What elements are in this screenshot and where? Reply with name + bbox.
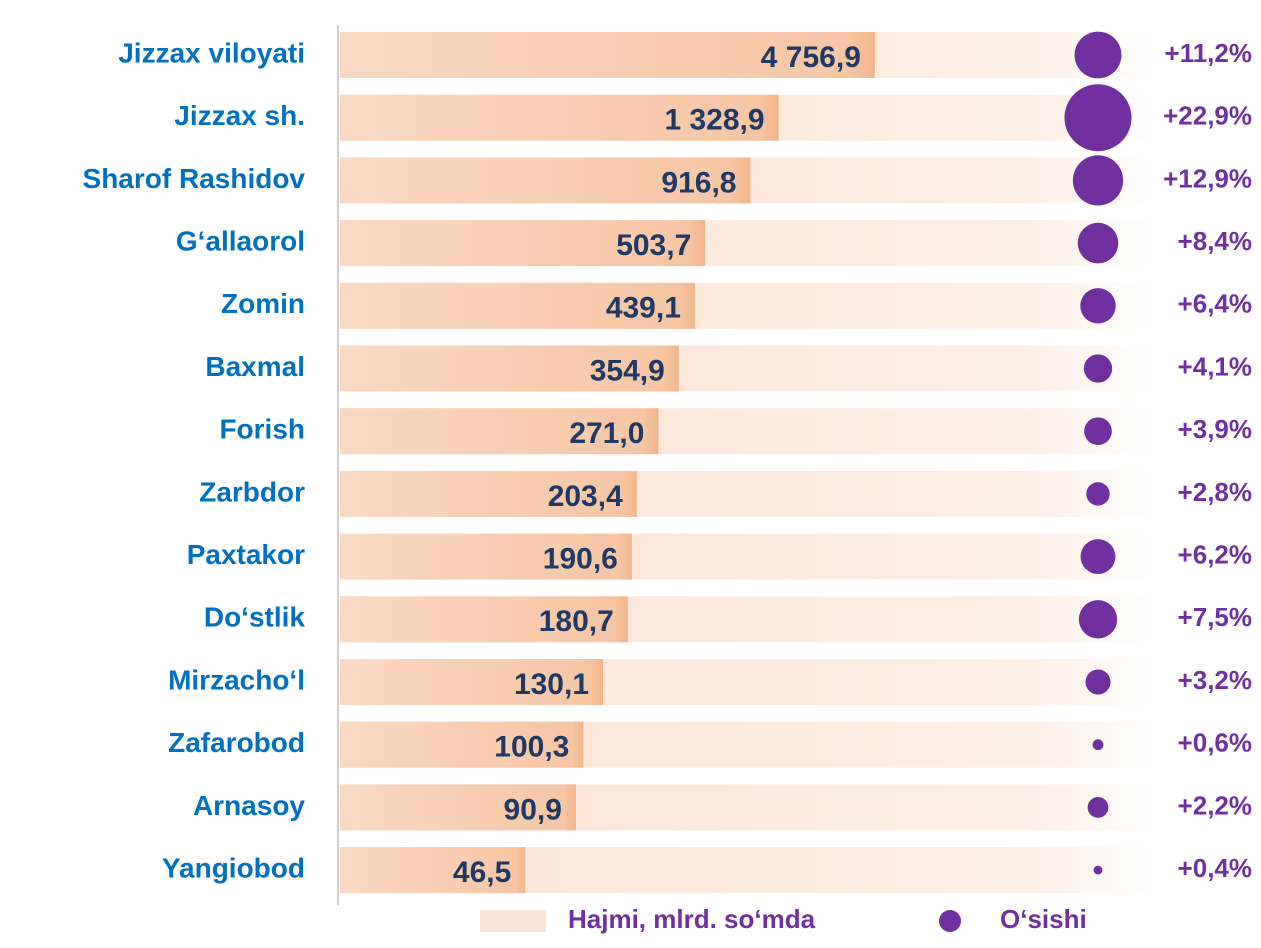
category-label: G‘allaorol — [176, 225, 305, 256]
bar-value-label: 354,9 — [590, 354, 665, 387]
bar-value-label: 1 328,9 — [664, 104, 764, 137]
bubble — [1084, 417, 1112, 446]
category-label: Zafarobod — [168, 727, 305, 758]
category-label: Paxtakor — [187, 539, 305, 570]
bar — [340, 282, 695, 329]
category-label: Sharof Rashidov — [83, 163, 306, 194]
growth-label: +0,4% — [1178, 853, 1252, 883]
bar — [340, 345, 679, 392]
growth-label: +22,9% — [1163, 101, 1252, 131]
bubble — [1086, 482, 1110, 506]
growth-label: +7,5% — [1178, 602, 1252, 632]
bar-value-label: 90,9 — [504, 793, 562, 826]
bar-value-label: 916,8 — [661, 166, 736, 199]
bubble — [1085, 669, 1111, 695]
growth-label: +3,9% — [1178, 414, 1252, 444]
bar — [340, 470, 637, 517]
bar-value-label: 190,6 — [543, 543, 618, 576]
legend-swatch — [480, 910, 546, 932]
bubble — [1080, 539, 1116, 575]
bar-value-label: 271,0 — [569, 417, 644, 450]
bar-value-label: 4 756,9 — [761, 41, 861, 74]
legend-label: O‘sishi — [1000, 904, 1087, 934]
bar-value-label: 130,1 — [514, 668, 589, 701]
bar — [340, 32, 875, 78]
growth-label: +8,4% — [1178, 226, 1252, 256]
bubble — [1092, 739, 1104, 751]
growth-label: +2,2% — [1178, 790, 1252, 820]
bubble — [1080, 288, 1116, 324]
category-label: Arnasoy — [193, 790, 305, 821]
category-label: Mirzacho‘l — [168, 664, 305, 695]
bar-value-label: 100,3 — [494, 731, 569, 764]
bar — [340, 659, 604, 705]
growth-label: +12,9% — [1163, 163, 1252, 193]
bar — [340, 721, 584, 768]
bubble — [1087, 797, 1109, 818]
legend-swatch — [939, 910, 961, 932]
bar — [340, 784, 576, 831]
category-label: Jizzax viloyati — [118, 37, 305, 68]
category-label: Zarbdor — [199, 476, 305, 507]
growth-label: +3,2% — [1178, 665, 1252, 695]
bar — [340, 847, 526, 894]
bar — [340, 94, 779, 141]
bubble — [1074, 31, 1122, 79]
bar-value-label: 439,1 — [606, 292, 681, 325]
growth-label: +6,4% — [1178, 289, 1252, 319]
bar — [340, 220, 706, 267]
bar — [340, 533, 632, 580]
bar — [340, 408, 659, 455]
category-label: Baxmal — [205, 351, 305, 382]
bubble — [1083, 354, 1113, 383]
category-label: Jizzax sh. — [174, 100, 305, 131]
bubble — [1064, 84, 1132, 152]
growth-label: +4,1% — [1178, 351, 1252, 381]
category-label: Zomin — [221, 288, 305, 319]
bar-value-label: 46,5 — [453, 856, 511, 889]
bubble — [1078, 600, 1118, 639]
growth-label: +2,8% — [1178, 477, 1252, 507]
bar-value-label: 180,7 — [539, 605, 614, 638]
bar — [340, 157, 751, 204]
bubble — [1077, 222, 1119, 264]
growth-label: +6,2% — [1178, 539, 1252, 569]
growth-label: +0,6% — [1178, 728, 1252, 758]
bar-value-label: 203,4 — [548, 480, 623, 513]
bubble — [1093, 865, 1103, 875]
category-label: Yangiobod — [162, 852, 305, 883]
legend-label: Hajmi, mlrd. so‘mda — [568, 904, 816, 934]
bubble — [1072, 155, 1124, 206]
category-label: Do‘stlik — [204, 602, 306, 633]
bar-value-label: 503,7 — [616, 229, 691, 262]
bar — [340, 596, 628, 643]
growth-label: +11,2% — [1165, 38, 1252, 68]
category-label: Forish — [219, 414, 305, 445]
